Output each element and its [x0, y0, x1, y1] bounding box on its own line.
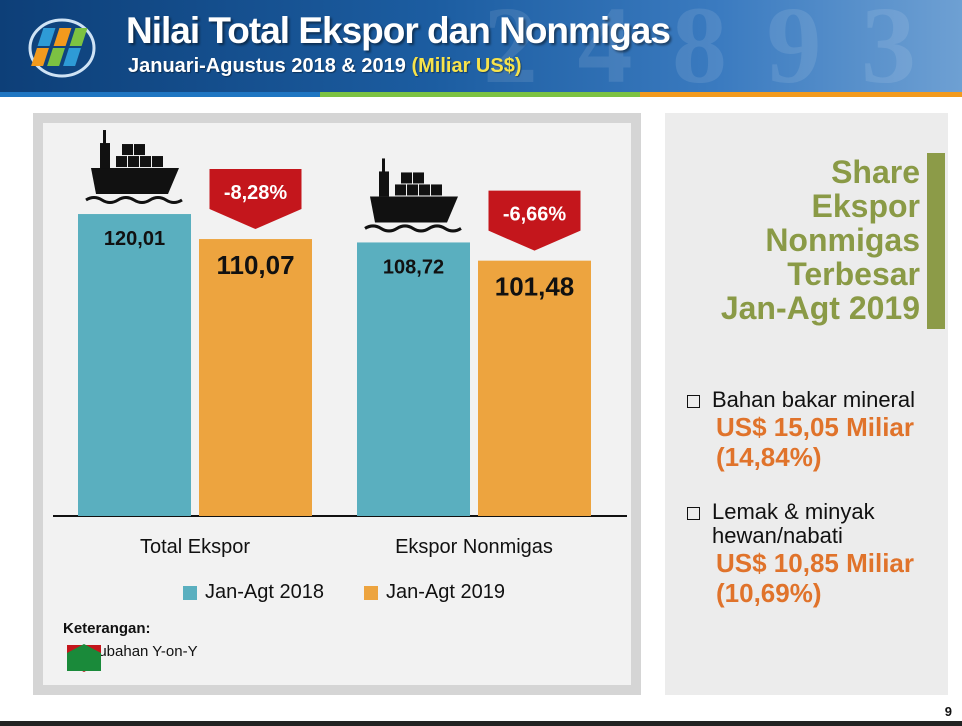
side-item-2: Lemak & minyak hewan/nabati US$ 10,85 Mi…	[687, 500, 942, 608]
bps-logo-icon	[28, 18, 96, 78]
category-label: Total Ekspor	[140, 536, 250, 558]
subtitle-period: Januari-Agustus 2018 & 2019	[128, 55, 406, 77]
checkbox-bullet-icon	[687, 395, 700, 408]
legend-label-2019: Jan-Agt 2019	[385, 581, 505, 603]
side-accent-bar	[927, 153, 945, 329]
ship-container-icon	[152, 156, 163, 168]
side-title-line: Jan-Agt 2019	[720, 290, 920, 326]
bar-value-label: 120,01	[104, 228, 165, 250]
side-item-value: US$ 10,85 Miliar	[716, 548, 914, 578]
note-text: Perubahan Y-on-Y	[75, 643, 198, 660]
ship-container-icon	[413, 172, 424, 184]
ship-container-icon	[419, 184, 430, 196]
chart-area: 120,01 110,07 -8,28% Total Ekspor 108,72 101,…	[43, 123, 631, 685]
header-banner: 2 4 8 9 3 Nilai Total Ekspor dan Nonmiga…	[0, 0, 962, 96]
ship-container-icon	[407, 184, 418, 196]
footer-line	[0, 721, 962, 726]
side-item-name: Lemak & minyak hewan/nabati	[712, 499, 875, 548]
note-row: Perubahan Y-on-Y	[65, 643, 198, 672]
side-panel: Share Ekspor Nonmigas Terbesar Jan-Agt 2…	[665, 113, 948, 695]
ship-wave-icon	[85, 196, 183, 205]
side-title-line: Ekspor	[811, 188, 920, 224]
bar-value-label: 110,07	[216, 250, 294, 280]
ship-container-icon	[116, 156, 127, 168]
cargo-ship-icon	[91, 168, 179, 195]
legend-swatch-2018	[183, 585, 197, 600]
yoy-change-label: -6,66%	[503, 204, 567, 226]
yoy-change-marker	[488, 190, 581, 251]
bar-value-label: 108,72	[383, 256, 444, 278]
chart-panel: 120,01 110,07 -8,28% Total Ekspor 108,72 101,…	[33, 113, 641, 695]
bar-value-label: 101,48	[495, 272, 575, 302]
bar-chart: 120,01 110,07 -8,28% Total Ekspor 108,72 101,…	[53, 130, 627, 558]
ship-container-icon	[401, 172, 412, 184]
checkbox-bullet-icon	[687, 507, 700, 520]
cargo-ship-icon	[370, 196, 458, 223]
page-number: 9	[944, 704, 952, 719]
legend-item-2019: Jan-Agt 2019	[363, 581, 505, 604]
ship-container-icon	[395, 184, 406, 196]
legend-label-2018: Jan-Agt 2018	[205, 581, 324, 603]
ship-container-icon	[122, 144, 133, 156]
legend-swatch-2019	[363, 585, 378, 600]
bar-2018	[357, 242, 470, 516]
side-item-1: Bahan bakar mineral US$ 15,05 Miliar (14…	[687, 388, 942, 472]
bar-2018	[78, 214, 191, 516]
ship-mast-icon	[382, 158, 385, 173]
yoy-change-marker	[209, 169, 302, 230]
yoy-change-label: -8,28%	[224, 182, 288, 204]
ship-cabin-icon	[100, 143, 110, 169]
category-label: Ekspor Nonmigas	[395, 536, 553, 558]
ship-cabin-icon	[379, 171, 389, 197]
header-color-strip	[0, 92, 962, 97]
chart-legend: Jan-Agt 2018 Jan-Agt 2019	[183, 581, 505, 604]
ship-mast-icon	[103, 130, 106, 145]
side-item-value: US$ 15,05 Miliar	[716, 412, 914, 442]
page-title: Nilai Total Ekspor dan Nonmigas	[126, 10, 671, 51]
side-item-share: (14,84%)	[716, 442, 822, 472]
background-numbers: 2 4 8 9 3	[483, 0, 922, 96]
side-title-line: Nonmigas	[765, 222, 920, 258]
ship-container-icon	[134, 144, 145, 156]
ship-container-icon	[431, 184, 442, 196]
page-subtitle: Januari-Agustus 2018 & 2019 (Miliar US$)	[128, 55, 522, 78]
side-title: Share Ekspor Nonmigas Terbesar Jan-Agt 2…	[680, 155, 920, 325]
ship-container-icon	[128, 156, 139, 168]
ship-wave-icon	[364, 224, 462, 233]
side-item-name: Bahan bakar mineral	[712, 387, 916, 412]
increase-marker-icon	[67, 644, 101, 671]
note-title: Keterangan:	[63, 620, 151, 637]
legend-item-2018: Jan-Agt 2018	[183, 581, 324, 604]
ship-container-icon	[140, 156, 151, 168]
bar-2019	[478, 260, 591, 516]
side-title-line: Share	[831, 154, 920, 190]
bar-2019	[199, 239, 312, 516]
side-title-line: Terbesar	[787, 256, 920, 292]
subtitle-unit: (Miliar US$)	[411, 55, 522, 77]
side-item-share: (10,69%)	[716, 578, 822, 608]
